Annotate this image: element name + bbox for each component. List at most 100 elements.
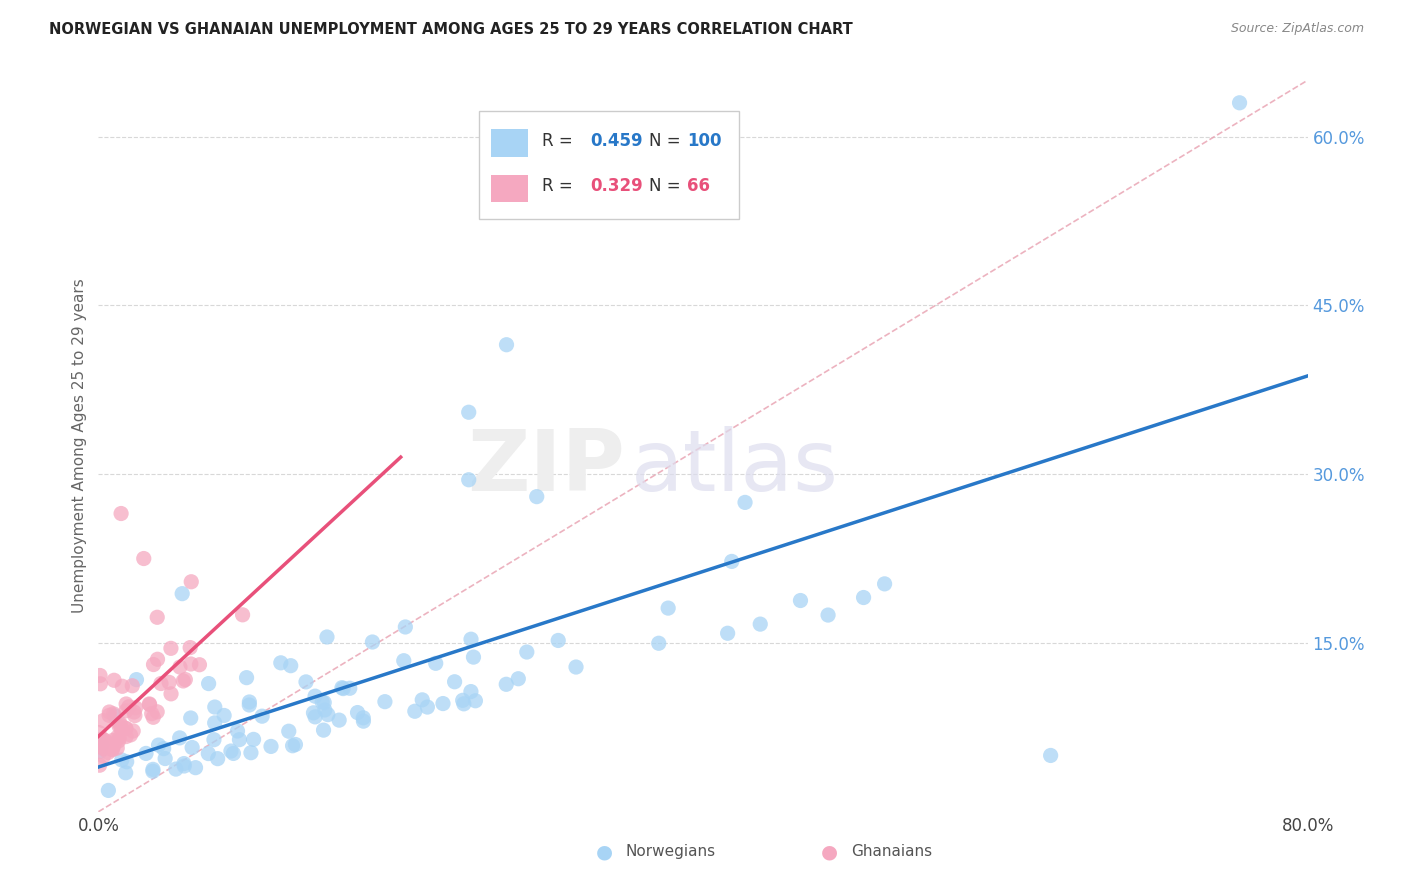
- Point: [103, 708, 125, 723]
- Text: NORWEGIAN VS GHANAIAN UNEMPLOYMENT AMONG AGES 25 TO 29 YEARS CORRELATION CHART: NORWEGIAN VS GHANAIAN UNEMPLOYMENT AMONG…: [49, 22, 853, 37]
- Point: [316, 707, 339, 722]
- Point: [103, 706, 125, 721]
- Point: [138, 697, 160, 711]
- Point: [110, 507, 132, 521]
- Point: [311, 695, 333, 709]
- Point: [565, 660, 588, 674]
- Point: [107, 730, 129, 744]
- Point: [97, 746, 120, 760]
- Point: [115, 722, 138, 736]
- Point: [160, 687, 183, 701]
- Text: 0.329: 0.329: [591, 178, 644, 195]
- Point: [219, 744, 242, 758]
- Point: [101, 743, 124, 757]
- Point: [235, 671, 257, 685]
- Point: [374, 695, 396, 709]
- Point: [89, 745, 111, 759]
- Text: Source: ZipAtlas.com: Source: ZipAtlas.com: [1230, 22, 1364, 36]
- Point: [547, 633, 569, 648]
- Point: [425, 657, 447, 671]
- Point: [148, 738, 170, 752]
- Point: [115, 755, 138, 769]
- Point: [91, 738, 114, 752]
- Point: [122, 723, 145, 738]
- Point: [180, 574, 202, 589]
- Point: [647, 180, 669, 194]
- Point: [173, 759, 195, 773]
- Point: [526, 490, 548, 504]
- Point: [91, 714, 114, 728]
- Point: [648, 636, 671, 650]
- Point: [108, 718, 131, 732]
- Point: [314, 703, 336, 717]
- Text: ZIP: ZIP: [467, 426, 624, 509]
- Point: [114, 722, 136, 736]
- Point: [138, 698, 160, 712]
- Point: [142, 710, 165, 724]
- Point: [90, 739, 112, 754]
- Text: R =: R =: [543, 178, 578, 195]
- Point: [174, 673, 197, 687]
- Point: [202, 732, 225, 747]
- Point: [346, 706, 368, 720]
- Point: [142, 657, 165, 672]
- Point: [111, 722, 134, 736]
- Point: [157, 675, 180, 690]
- Point: [90, 738, 112, 752]
- Point: [179, 640, 201, 655]
- Point: [101, 742, 124, 756]
- Point: [238, 695, 260, 709]
- Point: [239, 746, 262, 760]
- Point: [124, 708, 146, 723]
- Point: [284, 738, 307, 752]
- Point: [97, 736, 120, 750]
- Point: [90, 732, 112, 747]
- Point: [169, 660, 191, 674]
- Point: [212, 708, 235, 723]
- Point: [105, 741, 128, 756]
- Point: [280, 658, 302, 673]
- Point: [463, 650, 485, 665]
- Point: [817, 608, 839, 623]
- Point: [180, 657, 202, 671]
- Point: [153, 751, 176, 765]
- Point: [432, 697, 454, 711]
- Point: [352, 711, 374, 725]
- Point: [146, 652, 169, 666]
- Point: [188, 657, 211, 672]
- Point: [717, 626, 740, 640]
- Point: [142, 762, 165, 776]
- Point: [169, 731, 191, 745]
- FancyBboxPatch shape: [492, 129, 527, 157]
- Point: [160, 641, 183, 656]
- Point: [103, 739, 125, 753]
- Point: [451, 693, 474, 707]
- Point: [460, 632, 482, 647]
- Point: [93, 749, 115, 764]
- Point: [98, 708, 121, 723]
- Point: [495, 337, 517, 351]
- Point: [115, 697, 138, 711]
- Point: [443, 674, 465, 689]
- Point: [204, 715, 226, 730]
- Point: [242, 732, 264, 747]
- Text: 100: 100: [688, 132, 721, 150]
- Point: [1229, 95, 1251, 110]
- Text: 66: 66: [688, 178, 710, 195]
- Point: [295, 674, 318, 689]
- Point: [146, 610, 169, 624]
- Point: [304, 689, 326, 703]
- Text: N =: N =: [648, 132, 681, 150]
- Point: [98, 705, 121, 719]
- Text: 0.459: 0.459: [591, 132, 643, 150]
- Point: [122, 705, 145, 719]
- Point: [312, 723, 335, 738]
- Point: [121, 679, 143, 693]
- Point: [873, 577, 896, 591]
- Point: [108, 716, 131, 731]
- Point: [93, 733, 115, 747]
- Point: [222, 747, 245, 761]
- Point: [124, 701, 146, 715]
- Point: [453, 697, 475, 711]
- Point: [114, 765, 136, 780]
